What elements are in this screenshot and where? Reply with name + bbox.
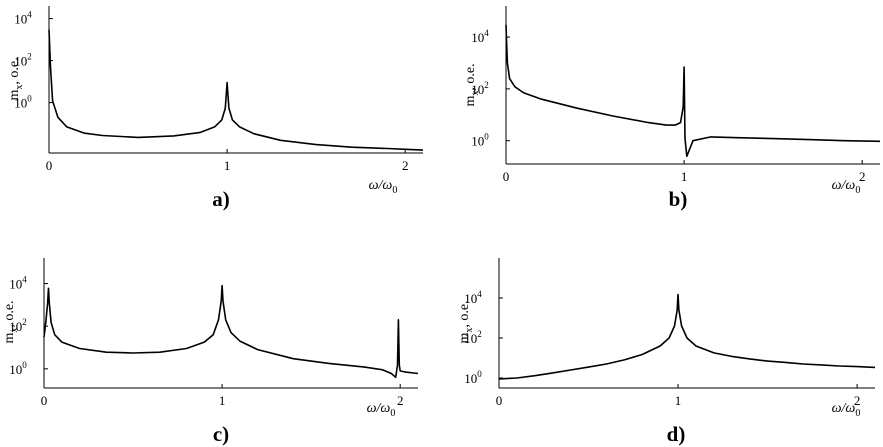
x-axis-label: ω/ω0 bbox=[369, 178, 398, 196]
x-axis-label: ω/ω0 bbox=[832, 401, 861, 419]
y-axis-label: mx, o.e. bbox=[7, 57, 25, 100]
y-tick-label: 102 bbox=[14, 52, 32, 69]
y-tick-label: 102 bbox=[9, 317, 27, 334]
panel-1: 0 1 2 100 102 104 mx, o.e. ω/ω0 a) bbox=[7, 6, 424, 211]
x-tick-label: 1 bbox=[681, 169, 688, 184]
x-tick-label: 2 bbox=[859, 169, 866, 184]
x-tick-label: 1 bbox=[224, 158, 231, 173]
x-tick-label: 1 bbox=[675, 393, 682, 408]
x-tick-label: 1 bbox=[219, 393, 226, 408]
y-tick-label: 102 bbox=[464, 329, 482, 346]
y-axis-label: mx, o.e. bbox=[463, 63, 481, 106]
x-tick-label: 0 bbox=[41, 393, 48, 408]
x-tick-label: 2 bbox=[854, 393, 861, 408]
y-tick-label: 104 bbox=[14, 10, 32, 27]
panel-2: 0 1 2 100 102 104 mx, o.e. ω/ω0 b) bbox=[463, 6, 881, 211]
y-tick-label: 100 bbox=[464, 369, 482, 386]
y-tick-label: 102 bbox=[471, 80, 489, 97]
x-tick-label: 0 bbox=[46, 158, 53, 173]
y-axis-label: mx, o.e. bbox=[2, 300, 20, 343]
x-tick-label: 2 bbox=[402, 158, 409, 173]
panel-3: 0 1 2 100 102 104 mx, o.e. ω/ω0 c) bbox=[2, 258, 419, 446]
y-tick-label: 100 bbox=[9, 360, 27, 377]
series-line bbox=[498, 293, 876, 380]
y-tick-label: 104 bbox=[464, 289, 482, 306]
series-line bbox=[48, 29, 424, 151]
y-tick-label: 104 bbox=[9, 275, 27, 292]
series-line bbox=[505, 24, 881, 158]
x-axis-label: ω/ω0 bbox=[367, 401, 396, 419]
x-tick-label: 2 bbox=[397, 393, 404, 408]
panel-label: c) bbox=[213, 422, 229, 446]
x-tick-label: 0 bbox=[503, 169, 510, 184]
panel-label: a) bbox=[212, 187, 230, 211]
y-tick-label: 104 bbox=[471, 28, 489, 45]
x-tick-label: 0 bbox=[496, 393, 503, 408]
series-line bbox=[43, 284, 419, 379]
x-axis-label: ω/ω0 bbox=[832, 178, 861, 196]
panel-label: d) bbox=[667, 422, 686, 446]
y-axis-label: mx, o.e. bbox=[457, 300, 475, 343]
y-tick-label: 100 bbox=[14, 94, 32, 111]
panel-label: b) bbox=[669, 187, 688, 211]
y-tick-label: 100 bbox=[471, 132, 489, 149]
